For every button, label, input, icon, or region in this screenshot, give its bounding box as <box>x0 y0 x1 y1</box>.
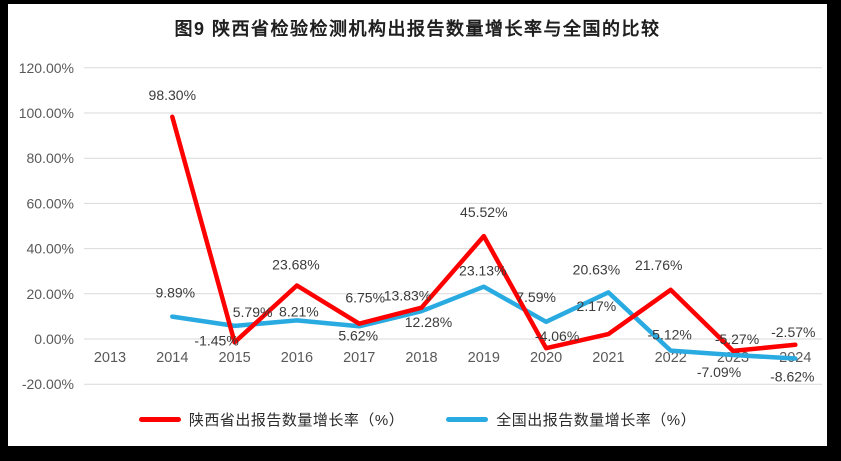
data-label-series1: 5.79% <box>233 304 273 320</box>
data-label-series1: -8.62% <box>770 369 814 385</box>
data-label-series1: 9.89% <box>155 285 195 301</box>
x-axis-tick-label: 2017 <box>343 350 375 366</box>
y-axis-tick-label: 0.00% <box>34 331 74 347</box>
chart-legend: 陕西省出报告数量增长率（%） 全国出报告数量增长率（%） <box>8 409 827 430</box>
data-label-series1: 12.28% <box>405 314 452 330</box>
data-label-series0: 45.52% <box>460 204 507 220</box>
data-label-series0: 21.76% <box>635 257 682 273</box>
x-axis-tick-label: 2014 <box>156 350 188 366</box>
x-axis-tick-label: 2018 <box>405 350 437 366</box>
x-axis-tick-label: 2020 <box>530 350 562 366</box>
legend-label-shaanxi: 陕西省出报告数量增长率（%） <box>188 412 405 429</box>
data-label-series1: -7.09% <box>697 364 741 380</box>
x-axis-tick-label: 2019 <box>468 350 500 366</box>
y-axis-tick-label: 40.00% <box>27 241 74 257</box>
data-label-series0: -5.27% <box>715 331 759 347</box>
shaanxi-line-swatch <box>138 417 181 422</box>
chart-container <box>8 4 827 446</box>
data-label-series1: 23.13% <box>459 263 506 279</box>
data-label-series0: -4.06% <box>535 328 579 344</box>
x-axis-tick-label: 2021 <box>592 350 624 366</box>
x-axis-tick-label: 2013 <box>94 350 126 366</box>
series-line-0 <box>170 114 798 354</box>
data-label-series1: 5.62% <box>338 327 378 343</box>
x-axis-tick-label: 2016 <box>281 350 313 366</box>
data-label-series1: 8.21% <box>279 303 319 319</box>
legend-item-shaanxi: 陕西省出报告数量增长率（%） <box>138 409 405 430</box>
data-label-series0: -1.45% <box>194 332 238 348</box>
data-label-series0: 2.17% <box>577 298 617 314</box>
y-axis-tick-label: 20.00% <box>27 286 74 302</box>
series-line-1 <box>170 284 798 361</box>
data-label-series0: 13.83% <box>384 288 431 304</box>
data-label-series0: -2.57% <box>771 324 815 340</box>
national-line-swatch <box>446 417 489 422</box>
y-axis-tick-label: 80.00% <box>27 150 74 166</box>
x-axis-tick-label: 2022 <box>655 350 687 366</box>
data-label-series1: 7.59% <box>516 289 556 305</box>
y-axis-tick-label: 120.00% <box>19 60 74 76</box>
legend-label-national: 全国出报告数量增长率（%） <box>496 412 697 429</box>
data-label-series1: -5.12% <box>648 327 692 343</box>
y-axis-tick-label: 60.00% <box>27 195 74 211</box>
chart-title: 图9 陕西省检验检测机构出报告数量增长率与全国的比较 <box>174 19 661 39</box>
data-label-series0: 98.30% <box>149 87 196 103</box>
legend-item-national: 全国出报告数量增长率（%） <box>446 409 696 430</box>
data-label-series0: 23.68% <box>272 257 319 273</box>
data-label-series0: 6.75% <box>345 290 385 306</box>
data-label-series1: 20.63% <box>573 261 620 277</box>
y-axis-tick-label: -20.00% <box>22 376 74 392</box>
y-axis-tick-label: 100.00% <box>19 105 74 121</box>
x-axis-tick-label: 2015 <box>218 350 250 366</box>
